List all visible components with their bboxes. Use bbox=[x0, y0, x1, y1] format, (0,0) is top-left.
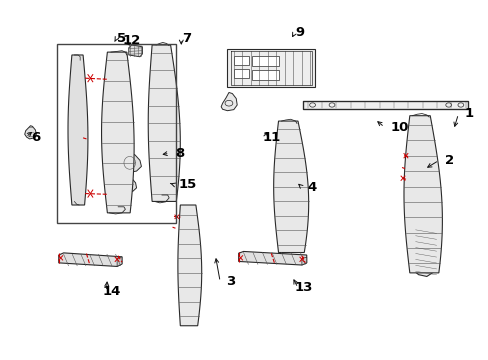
Text: 12: 12 bbox=[122, 34, 141, 47]
Text: 15: 15 bbox=[179, 178, 197, 191]
Polygon shape bbox=[410, 225, 438, 276]
Polygon shape bbox=[301, 257, 306, 265]
Text: 4: 4 bbox=[307, 181, 316, 194]
Text: 10: 10 bbox=[389, 121, 408, 134]
Polygon shape bbox=[148, 45, 180, 202]
Polygon shape bbox=[403, 116, 442, 273]
Polygon shape bbox=[128, 45, 142, 57]
Polygon shape bbox=[178, 205, 201, 326]
Polygon shape bbox=[238, 251, 306, 265]
Polygon shape bbox=[227, 49, 314, 87]
Polygon shape bbox=[118, 177, 136, 193]
Polygon shape bbox=[251, 56, 278, 66]
Text: 8: 8 bbox=[175, 147, 184, 160]
Polygon shape bbox=[251, 70, 278, 80]
Text: 6: 6 bbox=[31, 131, 41, 144]
Polygon shape bbox=[25, 126, 36, 139]
Polygon shape bbox=[221, 93, 237, 111]
Polygon shape bbox=[117, 257, 122, 266]
Text: 2: 2 bbox=[444, 154, 453, 167]
Text: 9: 9 bbox=[295, 26, 305, 39]
Text: 5: 5 bbox=[117, 32, 126, 45]
Polygon shape bbox=[233, 68, 249, 78]
Text: 7: 7 bbox=[182, 32, 191, 45]
Polygon shape bbox=[118, 153, 141, 173]
Text: 13: 13 bbox=[294, 282, 312, 294]
Polygon shape bbox=[102, 52, 134, 213]
Bar bbox=[57, 44, 176, 223]
Polygon shape bbox=[233, 56, 249, 65]
Text: 14: 14 bbox=[103, 285, 121, 298]
Text: 11: 11 bbox=[262, 131, 280, 144]
Polygon shape bbox=[59, 253, 122, 266]
Text: 3: 3 bbox=[225, 275, 235, 288]
Polygon shape bbox=[273, 121, 308, 252]
Polygon shape bbox=[302, 102, 467, 109]
Polygon shape bbox=[68, 55, 88, 205]
Text: 1: 1 bbox=[463, 107, 472, 120]
